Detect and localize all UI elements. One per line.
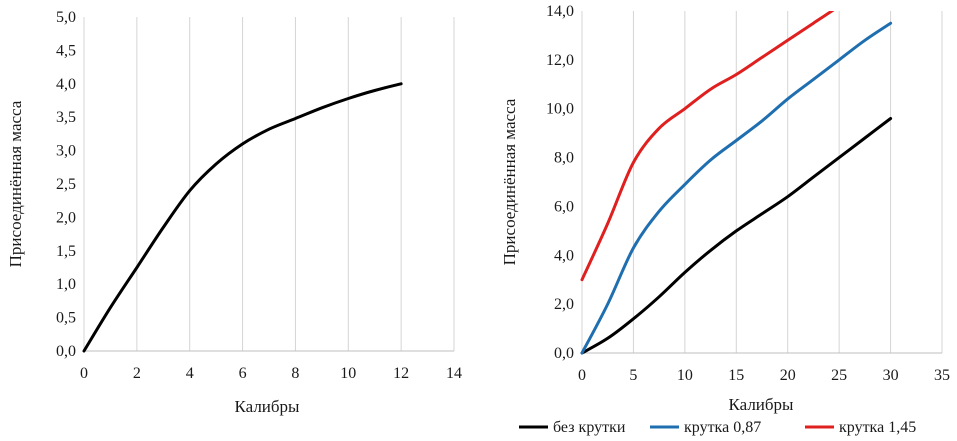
right-x-tick-label: 25	[831, 367, 847, 384]
left-x-tick-label: 6	[239, 365, 247, 382]
right-y-tick-label: 10,0	[546, 101, 574, 118]
left-y-tick-label: 4,5	[56, 42, 76, 59]
chart-right: 0,0 2,0 4,0 6,0 8,0 10,0 12,0 14,0 0 5 10 15 20 25 30…	[500, 3, 950, 436]
legend-label-2: крутка 0,87	[684, 419, 761, 436]
left-y-tick-label: 3,0	[56, 143, 76, 160]
left-y-tick-label: 2,5	[56, 176, 76, 193]
right-series-line-1	[580, 117, 893, 355]
right-x-tick-label: 30	[883, 367, 899, 384]
legend-label-1: без крутки	[553, 419, 626, 436]
right-x-tick-label: 0	[578, 367, 586, 384]
left-y-tick-label: 3,5	[56, 109, 76, 126]
left-x-tick-label: 4	[186, 365, 194, 382]
right-y-tick-label: 6,0	[554, 198, 574, 215]
right-x-tick-labels: 0 5 10 15 20 25 30 35	[578, 367, 950, 384]
left-y-tick-label: 0,5	[56, 310, 76, 327]
left-x-tick-label: 14	[446, 365, 462, 382]
right-x-tick-label: 5	[629, 367, 637, 384]
left-y-tick-label: 1,5	[56, 243, 76, 260]
right-x-tick-label: 35	[934, 367, 950, 384]
right-series-line-3	[580, 11, 835, 282]
right-y-tick-labels: 0,0 2,0 4,0 6,0 8,0 10,0 12,0 14,0	[546, 3, 574, 362]
left-y-tick-labels: 0,0 0,5 1,0 1,5 2,0 2,5 3,0 3,5 4,0 4,5 5,0	[56, 9, 76, 360]
right-x-axis-label: Калибры	[729, 395, 795, 414]
left-y-axis-label: Присоединённая масса	[6, 100, 25, 267]
left-y-tick-label: 0,0	[56, 343, 76, 360]
left-y-tick-label: 1,0	[56, 276, 76, 293]
chart-left: 0,0 0,5 1,0 1,5 2,0 2,5 3,0 3,5 4,0 4,5 5,0 0 2 4 6 8 1…	[6, 9, 462, 416]
legend-label-3: крутка 1,45	[839, 419, 916, 436]
right-y-tick-label: 4,0	[554, 247, 574, 264]
left-y-tick-label: 2,0	[56, 209, 76, 226]
left-x-tick-label: 10	[340, 365, 356, 382]
left-x-tick-label: 12	[393, 365, 409, 382]
right-y-tick-label: 2,0	[554, 296, 574, 313]
right-grid	[581, 11, 943, 354]
left-x-tick-labels: 0 2 4 6 8 10 12 14	[80, 365, 462, 382]
left-y-tick-label: 4,0	[56, 76, 76, 93]
right-x-tick-label: 15	[728, 367, 744, 384]
left-x-axis-label: Калибры	[235, 397, 301, 416]
left-x-tick-label: 0	[80, 365, 88, 382]
right-y-tick-label: 12,0	[546, 52, 574, 69]
right-x-tick-label: 20	[780, 367, 796, 384]
left-series	[82, 82, 403, 353]
left-y-tick-label: 5,0	[56, 9, 76, 26]
left-series-line-1	[82, 82, 403, 353]
legend: без крутки крутка 0,87 крутка 1,45	[519, 419, 916, 436]
right-y-axis-label: Присоединённая масса	[500, 98, 519, 265]
left-x-tick-label: 2	[133, 365, 141, 382]
right-y-tick-label: 14,0	[546, 3, 574, 20]
right-y-tick-label: 8,0	[554, 150, 574, 167]
right-series-line-2	[580, 21, 893, 355]
left-grid	[83, 17, 455, 352]
right-x-tick-label: 10	[677, 367, 693, 384]
left-x-tick-label: 8	[291, 365, 299, 382]
right-series	[580, 11, 893, 355]
right-y-tick-label: 0,0	[554, 345, 574, 362]
